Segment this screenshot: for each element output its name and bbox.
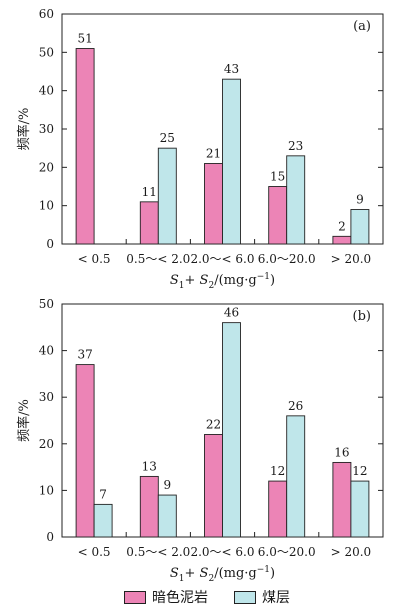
x-axis-label: S1+ S2/(mg·g−1) xyxy=(170,565,275,584)
data-label-mudstone: 51 xyxy=(77,32,92,46)
data-label-coal: 7 xyxy=(99,487,107,501)
data-label-mudstone: 2 xyxy=(338,219,346,233)
data-label-mudstone: 15 xyxy=(270,170,285,184)
y-tick-label: 40 xyxy=(39,84,54,98)
x-tick-label: 2.0～< 6.0 xyxy=(190,252,254,266)
legend-label-coal: 煤层 xyxy=(262,590,290,606)
x-axis-label-part: + S xyxy=(185,566,209,581)
bar-coal xyxy=(350,209,370,245)
data-label-coal: 25 xyxy=(160,131,175,145)
x-axis-label-part: /(mg·g xyxy=(214,273,257,288)
y-tick-label: 20 xyxy=(39,160,54,174)
data-label-mudstone: 11 xyxy=(142,185,157,199)
bar-coal xyxy=(350,480,370,538)
data-label-coal: 23 xyxy=(288,139,303,153)
x-axis-label-part: 1 xyxy=(179,281,185,291)
data-label-coal: 43 xyxy=(224,62,239,76)
x-axis-label-part: ) xyxy=(270,273,275,288)
y-tick-label: 60 xyxy=(39,7,54,21)
data-label-mudstone: 12 xyxy=(270,464,285,478)
y-tick-label: 20 xyxy=(39,437,54,451)
x-tick-label: > 20.0 xyxy=(331,545,372,559)
bar-mudstone xyxy=(139,201,159,245)
data-label-mudstone: 16 xyxy=(334,445,349,459)
legend-item-mudstone: 暗色泥岩 xyxy=(124,587,208,607)
data-label-coal: 26 xyxy=(288,399,303,413)
x-axis-label-part: S xyxy=(170,566,179,581)
legend-item-coal: 煤层 xyxy=(234,587,290,607)
y-tick-label: 50 xyxy=(39,45,54,59)
x-tick-label: < 0.5 xyxy=(78,545,111,559)
data-label-coal: 46 xyxy=(224,306,239,320)
panel-label: (b) xyxy=(353,309,371,324)
y-tick-label: 30 xyxy=(39,122,54,136)
x-tick-label: 2.0～< 6.0 xyxy=(190,545,254,559)
legend-swatch-mudstone xyxy=(124,590,146,604)
bar-coal xyxy=(93,503,113,538)
y-tick-label: 0 xyxy=(46,530,54,544)
legend: 暗色泥岩 煤层 xyxy=(0,586,414,608)
x-axis-label-part: /(mg·g xyxy=(214,566,257,581)
y-tick-label: 40 xyxy=(39,344,54,358)
bar-mudstone xyxy=(332,235,352,245)
bar-coal xyxy=(157,147,177,245)
y-axis-label: 频率/% xyxy=(16,108,32,151)
bar-mudstone xyxy=(268,186,288,245)
panel-label: (a) xyxy=(353,19,371,34)
x-tick-label: 6.0～20.0 xyxy=(258,545,316,559)
x-tick-label: 0.5～< 2.0 xyxy=(126,545,190,559)
legend-swatch-coal xyxy=(234,590,256,604)
data-label-mudstone: 22 xyxy=(206,417,221,431)
bar-coal xyxy=(157,494,177,538)
x-axis-label-part: S xyxy=(170,273,179,288)
bar-coal xyxy=(286,415,306,538)
bar-mudstone xyxy=(204,163,223,245)
chart-panel-a: 0 10 20 30 40 50 60 频率/% (a) 51 < 0.5 11 25 0.5～< 2.0… xyxy=(16,7,384,291)
data-label-mudstone: 13 xyxy=(142,459,157,473)
x-tick-label: 6.0～20.0 xyxy=(258,252,316,266)
bar-mudstone xyxy=(75,48,95,245)
x-axis-label-part: −1 xyxy=(257,272,270,282)
bar-mudstone xyxy=(139,475,159,538)
data-label-mudstone: 37 xyxy=(77,348,92,362)
data-label-coal: 9 xyxy=(163,478,171,492)
bar-coal xyxy=(286,155,306,245)
x-axis-label-part: −1 xyxy=(257,565,270,575)
y-tick-label: 10 xyxy=(39,483,54,497)
legend-label-mudstone: 暗色泥岩 xyxy=(152,590,208,606)
y-tick-label: 0 xyxy=(46,237,54,251)
bar-mudstone xyxy=(75,364,95,538)
x-tick-label: < 0.5 xyxy=(78,252,111,266)
x-axis-label-part: 2 xyxy=(208,281,214,291)
x-axis-label-part: 1 xyxy=(179,574,185,584)
bar-mudstone xyxy=(204,434,223,538)
data-label-coal: 12 xyxy=(352,464,367,478)
y-tick-label: 10 xyxy=(39,199,54,213)
x-axis-label-part: 2 xyxy=(208,574,214,584)
x-tick-label: 0.5～< 2.0 xyxy=(126,252,190,266)
x-tick-label: > 20.0 xyxy=(331,252,372,266)
y-tick-label: 50 xyxy=(39,297,54,311)
bar-mudstone xyxy=(268,480,288,538)
x-axis-label-part: + S xyxy=(185,273,209,288)
bar-coal xyxy=(222,78,241,245)
y-tick-label: 30 xyxy=(39,390,54,404)
data-label-mudstone: 21 xyxy=(206,147,221,161)
data-label-coal: 9 xyxy=(356,193,364,207)
bar-mudstone xyxy=(332,461,352,538)
bar-coal xyxy=(222,322,241,538)
x-axis-label-part: ) xyxy=(270,566,275,581)
y-axis-label: 频率/% xyxy=(16,399,32,442)
x-axis-label: S1+ S2/(mg·g−1) xyxy=(170,272,275,291)
